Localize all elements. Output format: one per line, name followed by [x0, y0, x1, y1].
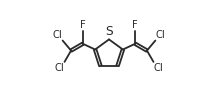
Text: Cl: Cl [156, 30, 166, 40]
Text: Cl: Cl [54, 63, 64, 73]
Text: S: S [105, 25, 113, 38]
Text: F: F [132, 20, 138, 30]
Text: F: F [80, 20, 86, 30]
Text: Cl: Cl [52, 30, 62, 40]
Text: Cl: Cl [154, 63, 164, 73]
